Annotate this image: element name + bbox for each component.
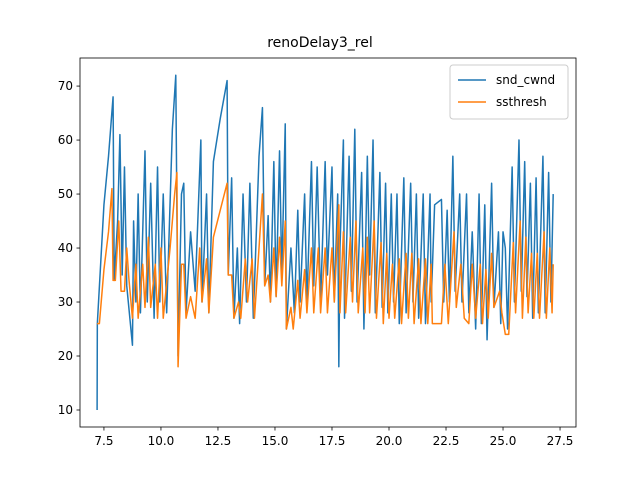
x-tick-label: 22.5 (433, 434, 460, 448)
y-tick-label: 20 (58, 349, 73, 363)
line (97, 171, 554, 368)
axes-frame (79, 57, 577, 428)
y-tick-label: 30 (58, 295, 73, 309)
x-tick-label: 20.0 (376, 434, 403, 448)
x-tick-label: 17.5 (319, 434, 346, 448)
y-tick-label: 40 (58, 241, 73, 255)
y-tick-label: 50 (58, 187, 73, 201)
legend-label: snd_cwnd (496, 73, 555, 87)
x-tick-label: 27.5 (547, 434, 574, 448)
x-tick-label: 15.0 (262, 434, 289, 448)
chart-title: renoDelay3_rel (267, 35, 373, 51)
x-tick-label: 25.0 (490, 434, 517, 448)
y-tick-label: 70 (58, 79, 73, 93)
x-tick-label: 12.5 (205, 434, 232, 448)
y-tick-label: 60 (58, 133, 73, 147)
legend-label: ssthresh (496, 95, 547, 109)
legend-box (449, 64, 569, 120)
x-tick-label: 7.5 (94, 434, 113, 448)
y-tick-label: 10 (58, 403, 73, 417)
x-tick-label: 10.0 (148, 434, 175, 448)
